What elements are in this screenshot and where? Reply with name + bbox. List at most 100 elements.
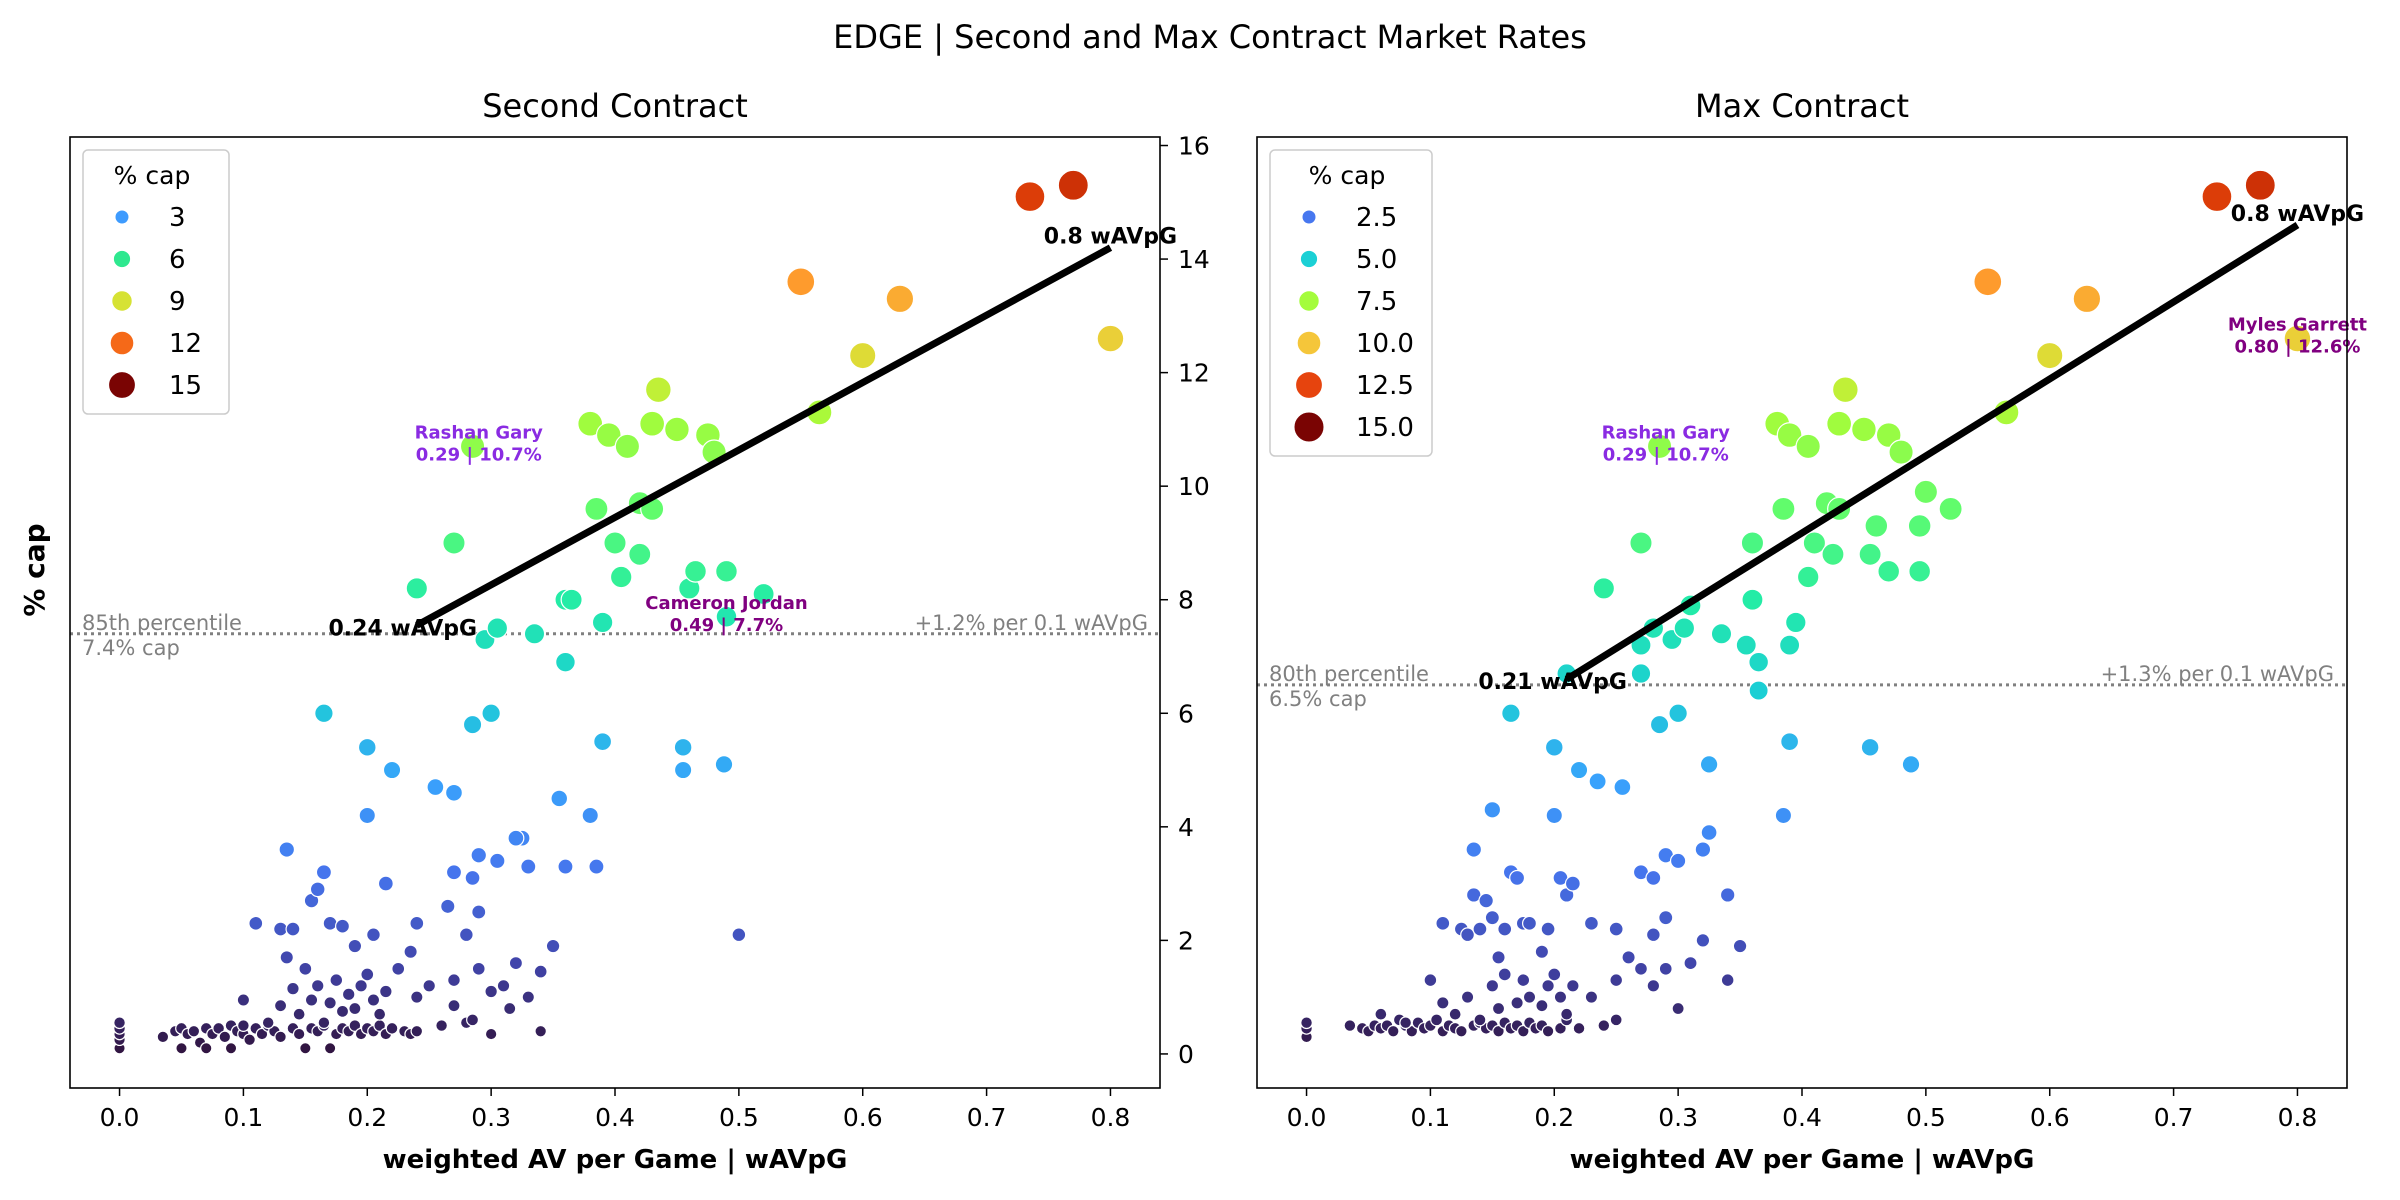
legend-label: 5.0 — [1356, 245, 1397, 275]
data-point — [2283, 324, 2312, 353]
data-point — [521, 990, 535, 1004]
chart-title: Second Contract — [482, 87, 748, 125]
x-tick-label: 0.0 — [1287, 1103, 1327, 1132]
data-point — [1535, 999, 1549, 1013]
legend-label: 10.0 — [1356, 329, 1414, 359]
data-point — [591, 611, 614, 634]
data-point — [1544, 737, 1564, 757]
data-point — [292, 1027, 306, 1041]
data-point — [459, 433, 486, 460]
data-point — [1671, 1001, 1685, 1016]
data-point — [1609, 1013, 1623, 1027]
data-point — [175, 1042, 188, 1055]
data-point — [1740, 531, 1765, 555]
x-tick-label: 0.4 — [595, 1103, 635, 1132]
data-point — [255, 1027, 269, 1041]
x-tick-label: 0.2 — [1534, 1103, 1574, 1132]
legend-marker — [1301, 209, 1317, 225]
data-point — [444, 783, 463, 802]
data-point — [410, 1024, 424, 1038]
data-point — [581, 806, 599, 825]
x-tick-label: 0.2 — [347, 1103, 387, 1132]
legend-marker — [114, 209, 130, 225]
data-point — [1645, 869, 1662, 886]
trend-line — [1564, 222, 2300, 683]
x-tick-label: 0.8 — [2278, 1103, 2318, 1132]
percentile-label: 85th percentile — [82, 611, 242, 635]
data-point — [560, 588, 583, 611]
data-point — [484, 984, 498, 999]
legend-label: 2.5 — [1356, 203, 1397, 233]
data-point — [237, 1019, 250, 1032]
data-point — [1621, 950, 1636, 965]
data-point — [464, 869, 481, 886]
data-point — [715, 559, 738, 583]
x-tick-label: 0.5 — [719, 1103, 759, 1132]
data-point — [442, 531, 466, 555]
data-point — [200, 1042, 213, 1055]
legend-label: 12.5 — [1356, 371, 1414, 401]
data-point — [462, 714, 483, 735]
data-point — [1583, 915, 1599, 931]
legend-marker — [112, 249, 132, 269]
x-tick-label: 0.0 — [100, 1103, 140, 1132]
percentile-value-label: 6.5% cap — [1269, 687, 1367, 711]
data-point — [445, 864, 463, 881]
data-point — [304, 993, 319, 1007]
data-point — [1913, 479, 1939, 505]
plot-frame — [1256, 136, 2348, 1089]
data-point — [752, 582, 775, 606]
data-point — [588, 858, 605, 875]
data-point — [534, 1024, 547, 1038]
data-point — [273, 999, 288, 1013]
x-tick-label: 0.7 — [967, 1103, 1007, 1132]
data-point — [1510, 996, 1524, 1010]
data-point — [714, 755, 734, 774]
annotation-value: 0.29 | 10.7% — [416, 444, 542, 465]
data-point — [1473, 1013, 1487, 1027]
data-point — [1516, 973, 1531, 988]
data-point — [1776, 422, 1803, 448]
data-point — [1483, 800, 1502, 819]
legend-label: 9 — [169, 287, 186, 317]
data-point — [279, 950, 294, 965]
data-point — [1478, 892, 1494, 909]
data-point — [523, 623, 546, 645]
data-point — [664, 416, 690, 443]
data-point — [786, 267, 816, 297]
data-point — [1858, 542, 1882, 566]
data-point — [1780, 732, 1800, 752]
y-tick-label: 8 — [1178, 586, 1194, 615]
data-point — [1785, 611, 1807, 634]
data-point — [357, 737, 377, 757]
data-point — [1888, 439, 1914, 465]
data-point — [489, 852, 506, 870]
x-axis-label: weighted AV per Game | wAVpG — [1570, 1145, 2035, 1175]
data-point — [1645, 927, 1661, 943]
data-point — [1300, 1016, 1313, 1030]
data-point — [1569, 760, 1589, 780]
data-point — [1609, 973, 1624, 988]
data-point — [187, 1024, 201, 1038]
data-point — [1748, 680, 1769, 701]
data-point — [1907, 514, 1932, 538]
data-point — [156, 1030, 170, 1044]
legend-marker — [1296, 330, 1322, 356]
data-point — [1497, 967, 1512, 982]
data-point — [508, 955, 524, 971]
data-point — [731, 927, 747, 943]
trend-start-label: 0.21 wAVpG — [1478, 670, 1627, 695]
data-point — [224, 1042, 238, 1055]
figure-title: EDGE | Second and Max Contract Market Ra… — [833, 18, 1587, 56]
plot-frame — [69, 136, 1161, 1089]
data-point — [1735, 634, 1757, 656]
data-point — [236, 993, 251, 1007]
data-point — [358, 806, 376, 825]
data-point — [628, 542, 652, 566]
data-point — [1741, 588, 1764, 611]
data-point — [1821, 542, 1845, 566]
data-point — [426, 778, 445, 797]
data-point — [673, 737, 693, 757]
data-point — [1877, 559, 1901, 583]
data-point — [286, 981, 300, 996]
